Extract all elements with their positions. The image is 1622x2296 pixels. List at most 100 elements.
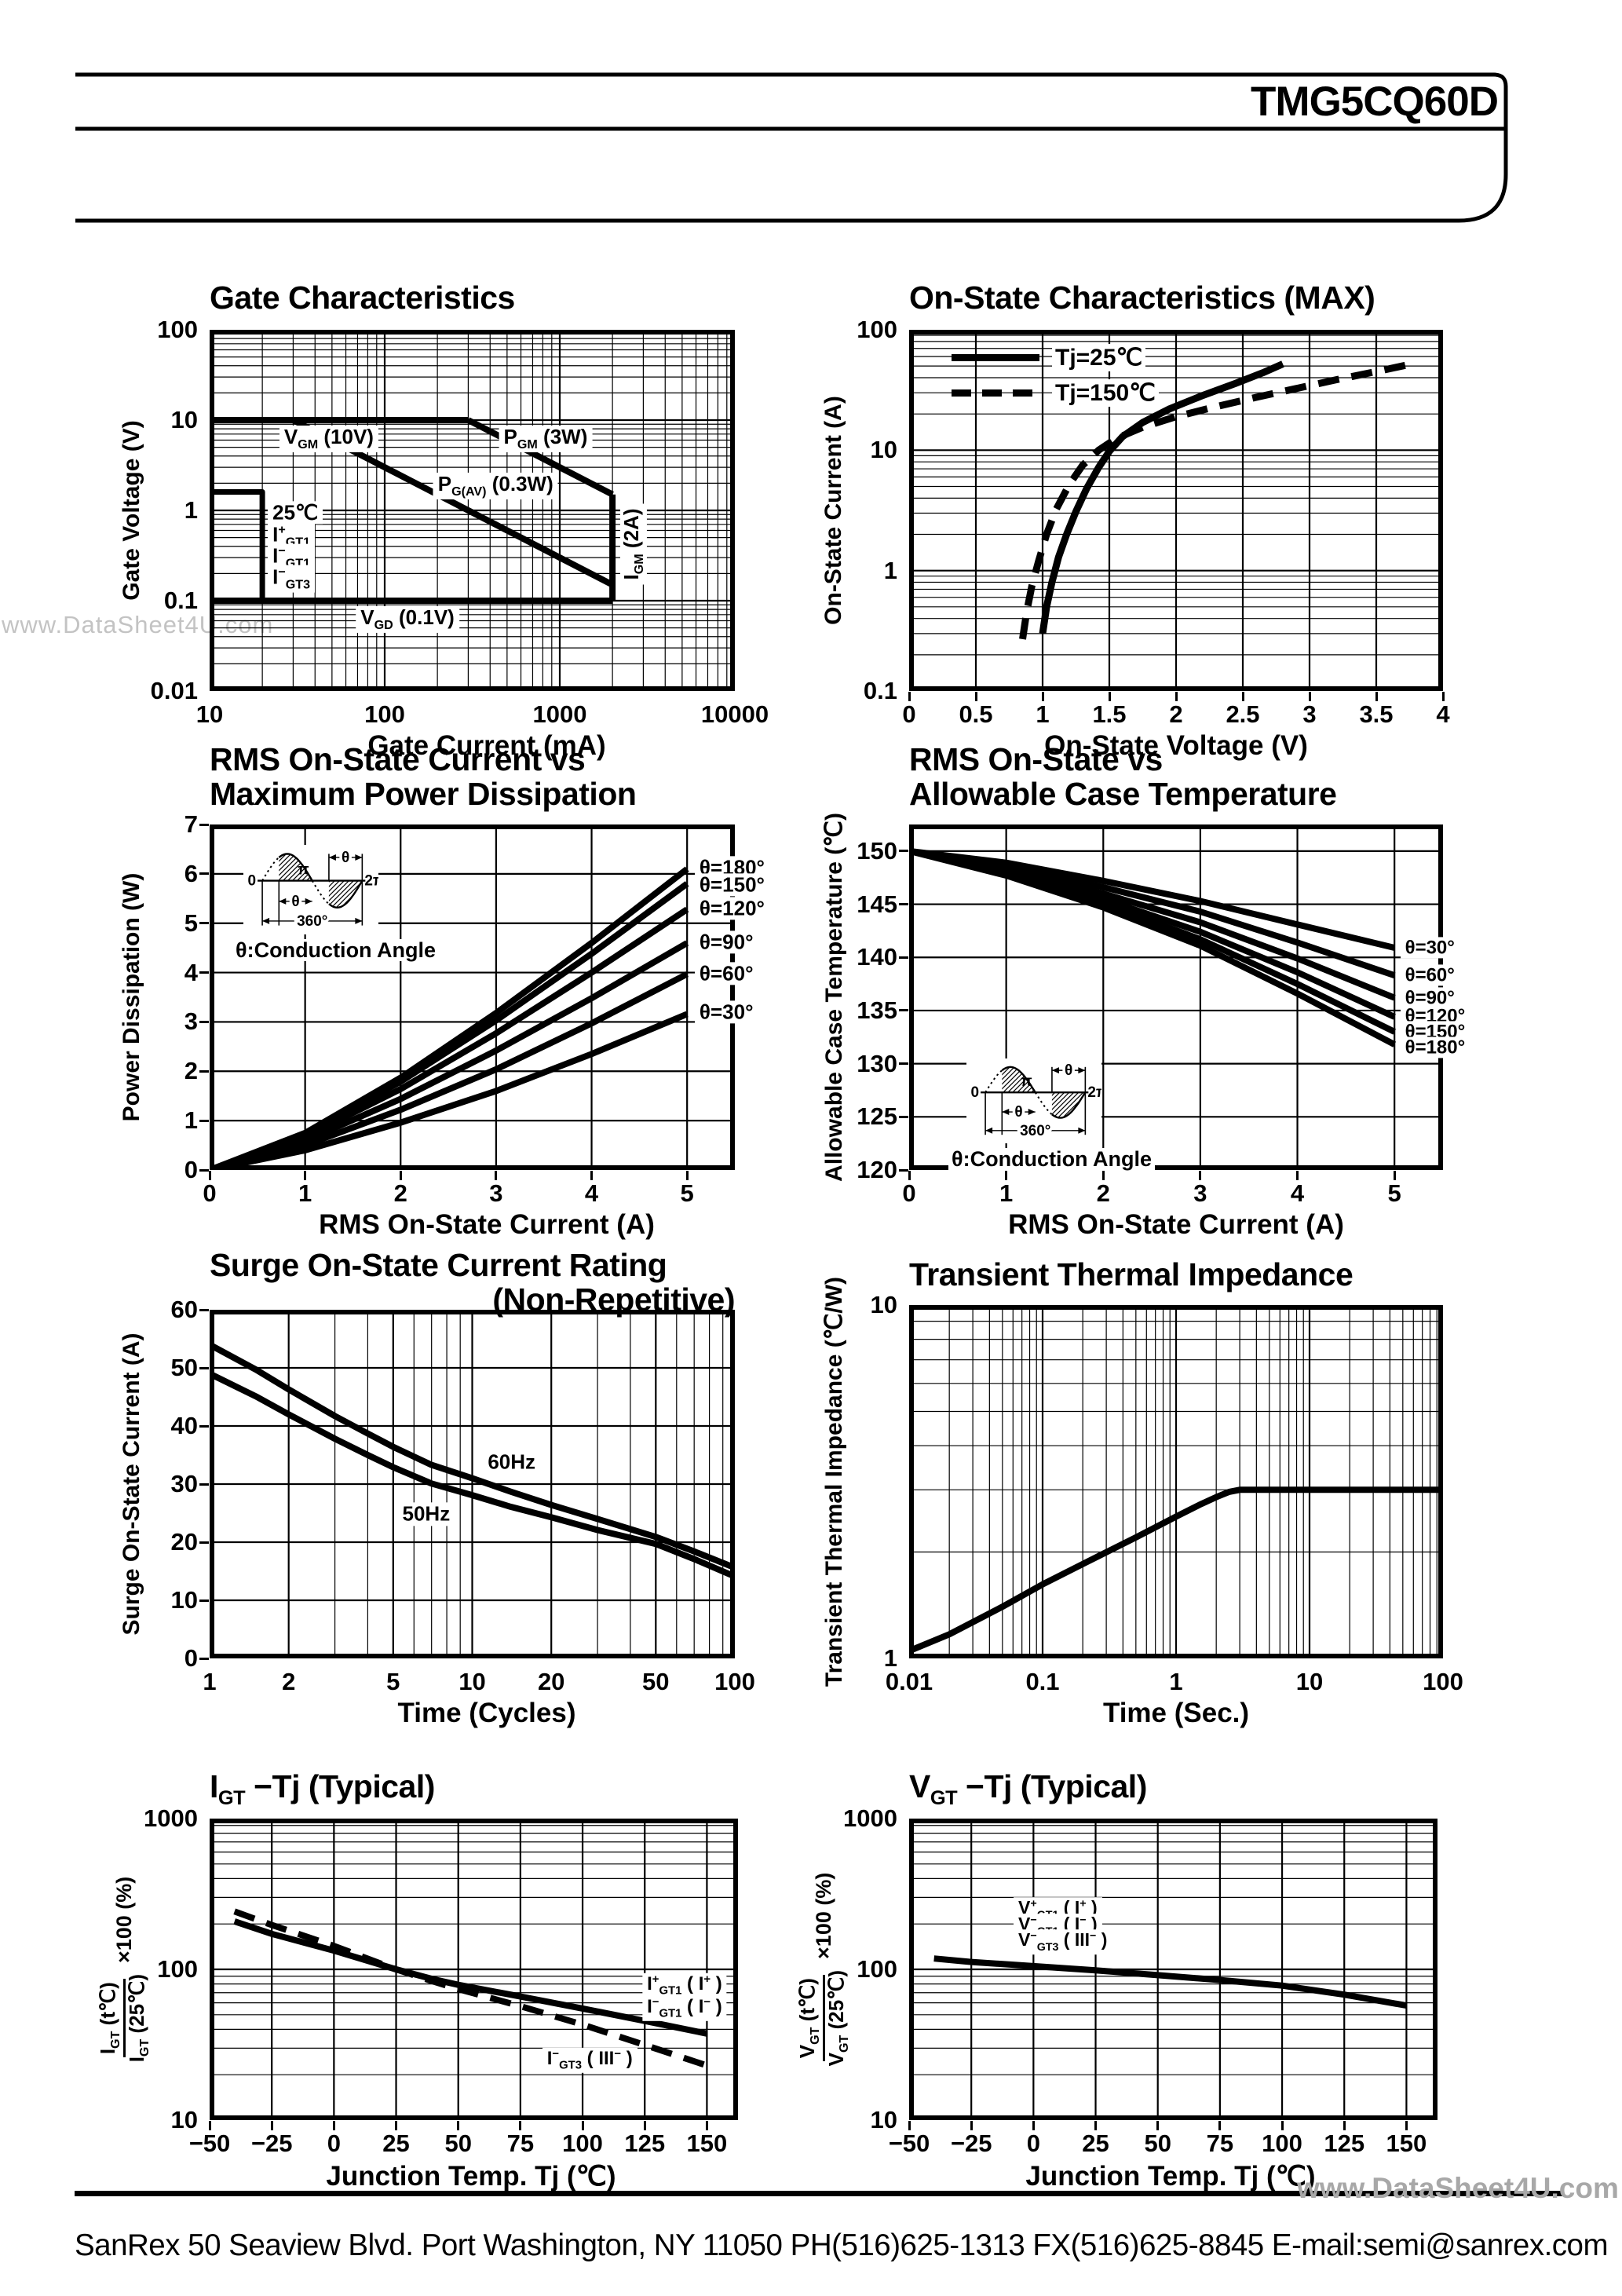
rms-current-vs-case-temperature-x-tick: 0 <box>902 1179 916 1207</box>
arrowhead <box>355 854 363 861</box>
plot-border <box>210 1819 738 2120</box>
series-thermal-impedance <box>909 1486 1443 1654</box>
gate-characteristics-y-tick: 0.1 <box>163 587 198 614</box>
rms-current-vs-case-temperature-y-tick: 135 <box>857 996 897 1024</box>
rms-current-vs-case-temperature-title: Allowable Case Temperature <box>909 776 1337 812</box>
annotation-v-gt3-iii: V−GT3 ( III− ) <box>1014 1929 1112 1954</box>
series-60hz <box>210 1341 735 1571</box>
annotation-p-gm-3w: PGM (3W) <box>499 425 593 452</box>
rms-current-vs-power-dissipation-y-tick: 7 <box>184 810 198 838</box>
annotation-90: θ=90° <box>694 930 758 954</box>
surge-on-state-current-y-tick: 40 <box>170 1412 198 1439</box>
annotation-i-gt3: I−GT3 <box>268 565 316 593</box>
gate-characteristics-title: Gate Characteristics <box>210 280 515 316</box>
annotation-p-g-av-0-3w: PG(AV) (0.3W) <box>433 473 558 500</box>
on-state-characteristics-x-axis-label: On-State Voltage (V) <box>1044 730 1308 761</box>
igt-vs-tj-x-tick: 0 <box>327 2130 341 2157</box>
surge-on-state-current-y-tick: 60 <box>170 1296 198 1323</box>
x-tick-mark <box>1375 692 1378 701</box>
x-tick-mark <box>1308 692 1311 701</box>
y-label-fraction: VGT (t℃) VGT (25℃) <box>795 1969 851 2067</box>
transient-thermal-impedance-y-tick: 10 <box>870 1291 897 1318</box>
x-tick-mark <box>705 2121 708 2130</box>
rms-current-vs-case-temperature-y-tick: 120 <box>857 1156 897 1183</box>
x-tick-mark <box>1405 2121 1408 2130</box>
annotation-180: θ=180° <box>1400 1036 1470 1058</box>
y-tick-mark <box>199 1483 209 1486</box>
x-tick-mark <box>457 2121 460 2130</box>
surge-on-state-current-y-tick: 50 <box>170 1354 198 1381</box>
annotation-v-gm-10v: VGM (10V) <box>279 425 378 452</box>
series-theta-120 <box>909 847 1396 1020</box>
part-number-title: TMG5CQ60D <box>1251 79 1499 125</box>
y-tick-mark <box>899 1168 908 1172</box>
arrowhead <box>355 917 363 924</box>
positive-conduction-area <box>279 854 312 881</box>
series-pgm-limit-3w <box>466 417 614 498</box>
series-50hz <box>210 1370 735 1580</box>
igt-vs-tj-y-tick: 1000 <box>144 1804 198 1832</box>
negative-conduction-area <box>1051 1092 1086 1118</box>
x-tick-mark <box>970 2121 973 2130</box>
annotation-90: θ=90° <box>1400 987 1459 1009</box>
x-tick-mark <box>908 2121 911 2130</box>
on-state-characteristics-x-tick: 0.5 <box>959 700 993 728</box>
vgt-vs-tj-plot <box>909 1819 1438 2120</box>
legend-solid-sample <box>952 354 1039 361</box>
footer-rule <box>75 2191 1563 2196</box>
surge-on-state-current-x-tick: 2 <box>282 1668 296 1695</box>
legend-label: Tj=25℃ <box>1052 344 1146 371</box>
vgt-vs-tj-y-tick: 1000 <box>843 1804 897 1832</box>
gate-characteristics-x-tick: 1000 <box>532 700 587 728</box>
rms-current-vs-power-dissipation-title: RMS On-State Current vs <box>210 741 586 777</box>
gate-characteristics-y-axis-label: Gate Voltage (V) <box>119 420 144 601</box>
on-state-characteristics-title: On-State Characteristics (MAX) <box>909 280 1375 316</box>
sine-dotted <box>261 857 279 882</box>
on-state-characteristics-y-tick: 0.1 <box>863 677 897 704</box>
x-tick-mark <box>1296 1171 1299 1180</box>
vgt-vs-tj-x-tick: 0 <box>1026 2130 1040 2157</box>
rms-current-vs-case-temperature-title: RMS On-State vs <box>909 741 1163 777</box>
annotation-25: 25℃ <box>268 500 323 525</box>
dimension-label: θ <box>1065 1062 1072 1079</box>
x-tick-mark <box>1343 2121 1346 2130</box>
sine-solid <box>1051 1091 1087 1119</box>
on-state-characteristics-x-tick: 3 <box>1302 700 1317 728</box>
surge-on-state-current-x-tick: 100 <box>714 1668 755 1695</box>
plot-border <box>210 330 735 691</box>
sine-solid <box>328 879 363 909</box>
x-tick-mark <box>1280 2121 1284 2130</box>
vgt-vs-tj-x-tick: 75 <box>1206 2130 1234 2157</box>
on-state-characteristics-y-axis-label: On-State Current (A) <box>820 396 846 625</box>
series-theta-30 <box>210 1011 689 1170</box>
x-tick-mark <box>590 1171 594 1180</box>
y-tick-mark <box>899 850 908 853</box>
x-tick-mark <box>208 1171 211 1180</box>
surge-on-state-current-x-tick: 20 <box>537 1668 565 1695</box>
arrowhead <box>1051 1067 1059 1074</box>
y-tick-mark <box>199 823 209 826</box>
surge-on-state-current-x-axis-label: Time (Cycles) <box>397 1698 576 1728</box>
surge-on-state-current-plot <box>210 1310 735 1658</box>
on-state-characteristics-x-tick: 1.5 <box>1092 700 1127 728</box>
annotation-50hz: 50Hz <box>397 1502 455 1526</box>
y-tick-mark <box>199 1366 209 1369</box>
x-tick-mark <box>1101 1171 1105 1180</box>
surge-on-state-current-y-tick: 10 <box>170 1586 198 1614</box>
sine-solid <box>278 853 313 882</box>
x-tick-mark <box>1441 692 1445 701</box>
rms-current-vs-case-temperature-x-tick: 5 <box>1387 1179 1401 1207</box>
surge-on-state-current-y-tick: 30 <box>170 1470 198 1497</box>
x-tick-mark <box>974 692 977 701</box>
inset-label: π <box>1021 1073 1032 1090</box>
y-tick-mark <box>199 1168 209 1172</box>
x-tick-mark <box>643 2121 646 2130</box>
x-tick-mark <box>1094 2121 1098 2130</box>
rms-current-vs-case-temperature-x-tick: 2 <box>1096 1179 1110 1207</box>
rms-current-vs-case-temperature-y-tick: 140 <box>857 943 897 971</box>
transient-thermal-impedance-x-tick: 100 <box>1423 1668 1463 1695</box>
rms-current-vs-power-dissipation-y-tick: 4 <box>184 958 198 986</box>
y-tick-mark <box>899 1009 908 1012</box>
igt-vs-tj-x-tick: 75 <box>506 2130 535 2157</box>
